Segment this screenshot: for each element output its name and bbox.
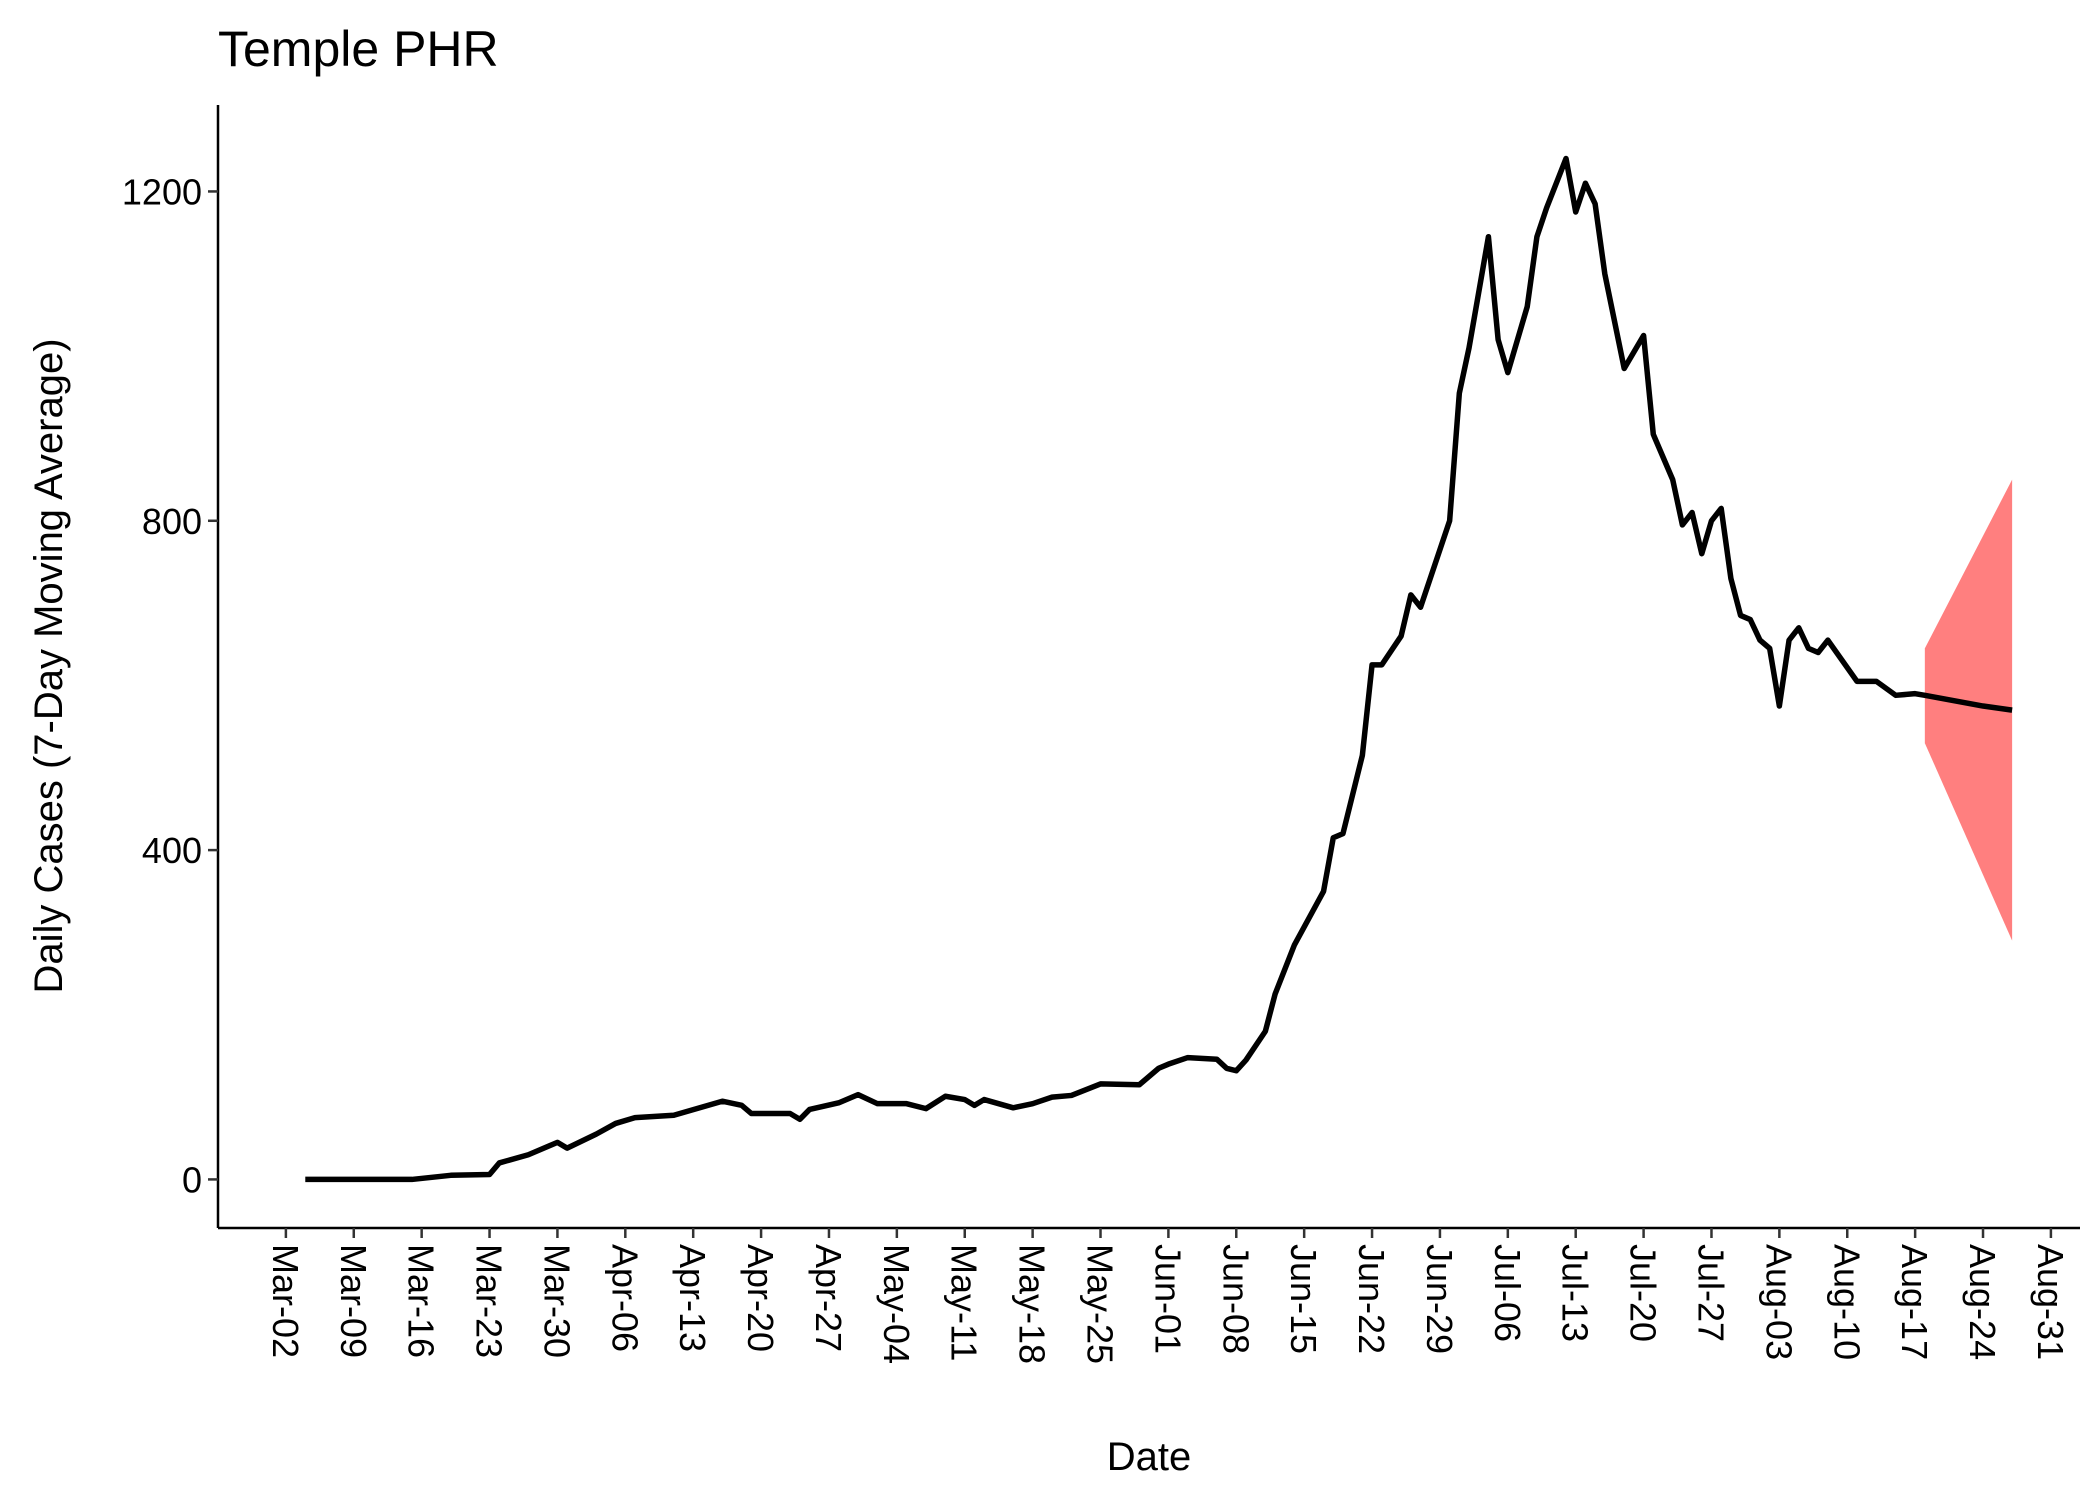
- x-tick-label: Apr-06: [604, 1244, 645, 1352]
- x-tick-label: Mar-09: [333, 1244, 374, 1358]
- x-tick-label: Jul-13: [1555, 1244, 1596, 1342]
- x-tick-label: Apr-13: [672, 1244, 713, 1352]
- x-axis-title: Date: [1107, 1435, 1192, 1479]
- x-tick-label: May-11: [944, 1244, 985, 1361]
- y-tick-label: 400: [142, 830, 202, 871]
- x-tick-label: Jun-22: [1351, 1244, 1392, 1354]
- x-tick-label: Jul-20: [1623, 1244, 1664, 1342]
- x-tick-label: Jul-06: [1487, 1244, 1528, 1342]
- x-tick-label: Jun-08: [1215, 1244, 1256, 1354]
- forecast-ribbon: [1924, 479, 2013, 941]
- x-tick-label: Jun-15: [1283, 1244, 1324, 1354]
- x-tick-label: May-18: [1012, 1244, 1053, 1364]
- y-tick-label: 0: [182, 1159, 202, 1200]
- y-tick-label: 1200: [122, 171, 202, 212]
- x-tick-label: Aug-10: [1826, 1244, 1867, 1360]
- line: [305, 155, 2013, 1183]
- x-tick-label: Aug-24: [1962, 1244, 2003, 1360]
- x-tick-label: Aug-03: [1758, 1244, 1799, 1360]
- x-tick-label: Mar-16: [401, 1244, 442, 1358]
- x-tick-label: Jul-27: [1690, 1244, 1731, 1342]
- x-tick-label: Mar-23: [469, 1244, 510, 1358]
- y-axis-title: Daily Cases (7-Day Moving Average): [27, 338, 71, 993]
- x-tick-label: Mar-30: [536, 1244, 577, 1358]
- x-tick-label: Aug-31: [2030, 1244, 2071, 1360]
- x-tick-label: May-25: [1080, 1244, 1121, 1364]
- x-tick-label: Apr-27: [808, 1244, 849, 1352]
- x-tick-label: Jun-01: [1147, 1244, 1188, 1354]
- x-tick-label: May-04: [876, 1244, 917, 1364]
- x-tick-label: Jun-29: [1419, 1244, 1460, 1354]
- x-tick-label: Aug-17: [1894, 1244, 1935, 1360]
- y-tick-label: 800: [142, 501, 202, 542]
- x-tick-label: Apr-20: [740, 1244, 781, 1352]
- chart-title: Temple PHR: [218, 21, 499, 77]
- x-tick-label: Mar-02: [265, 1244, 306, 1358]
